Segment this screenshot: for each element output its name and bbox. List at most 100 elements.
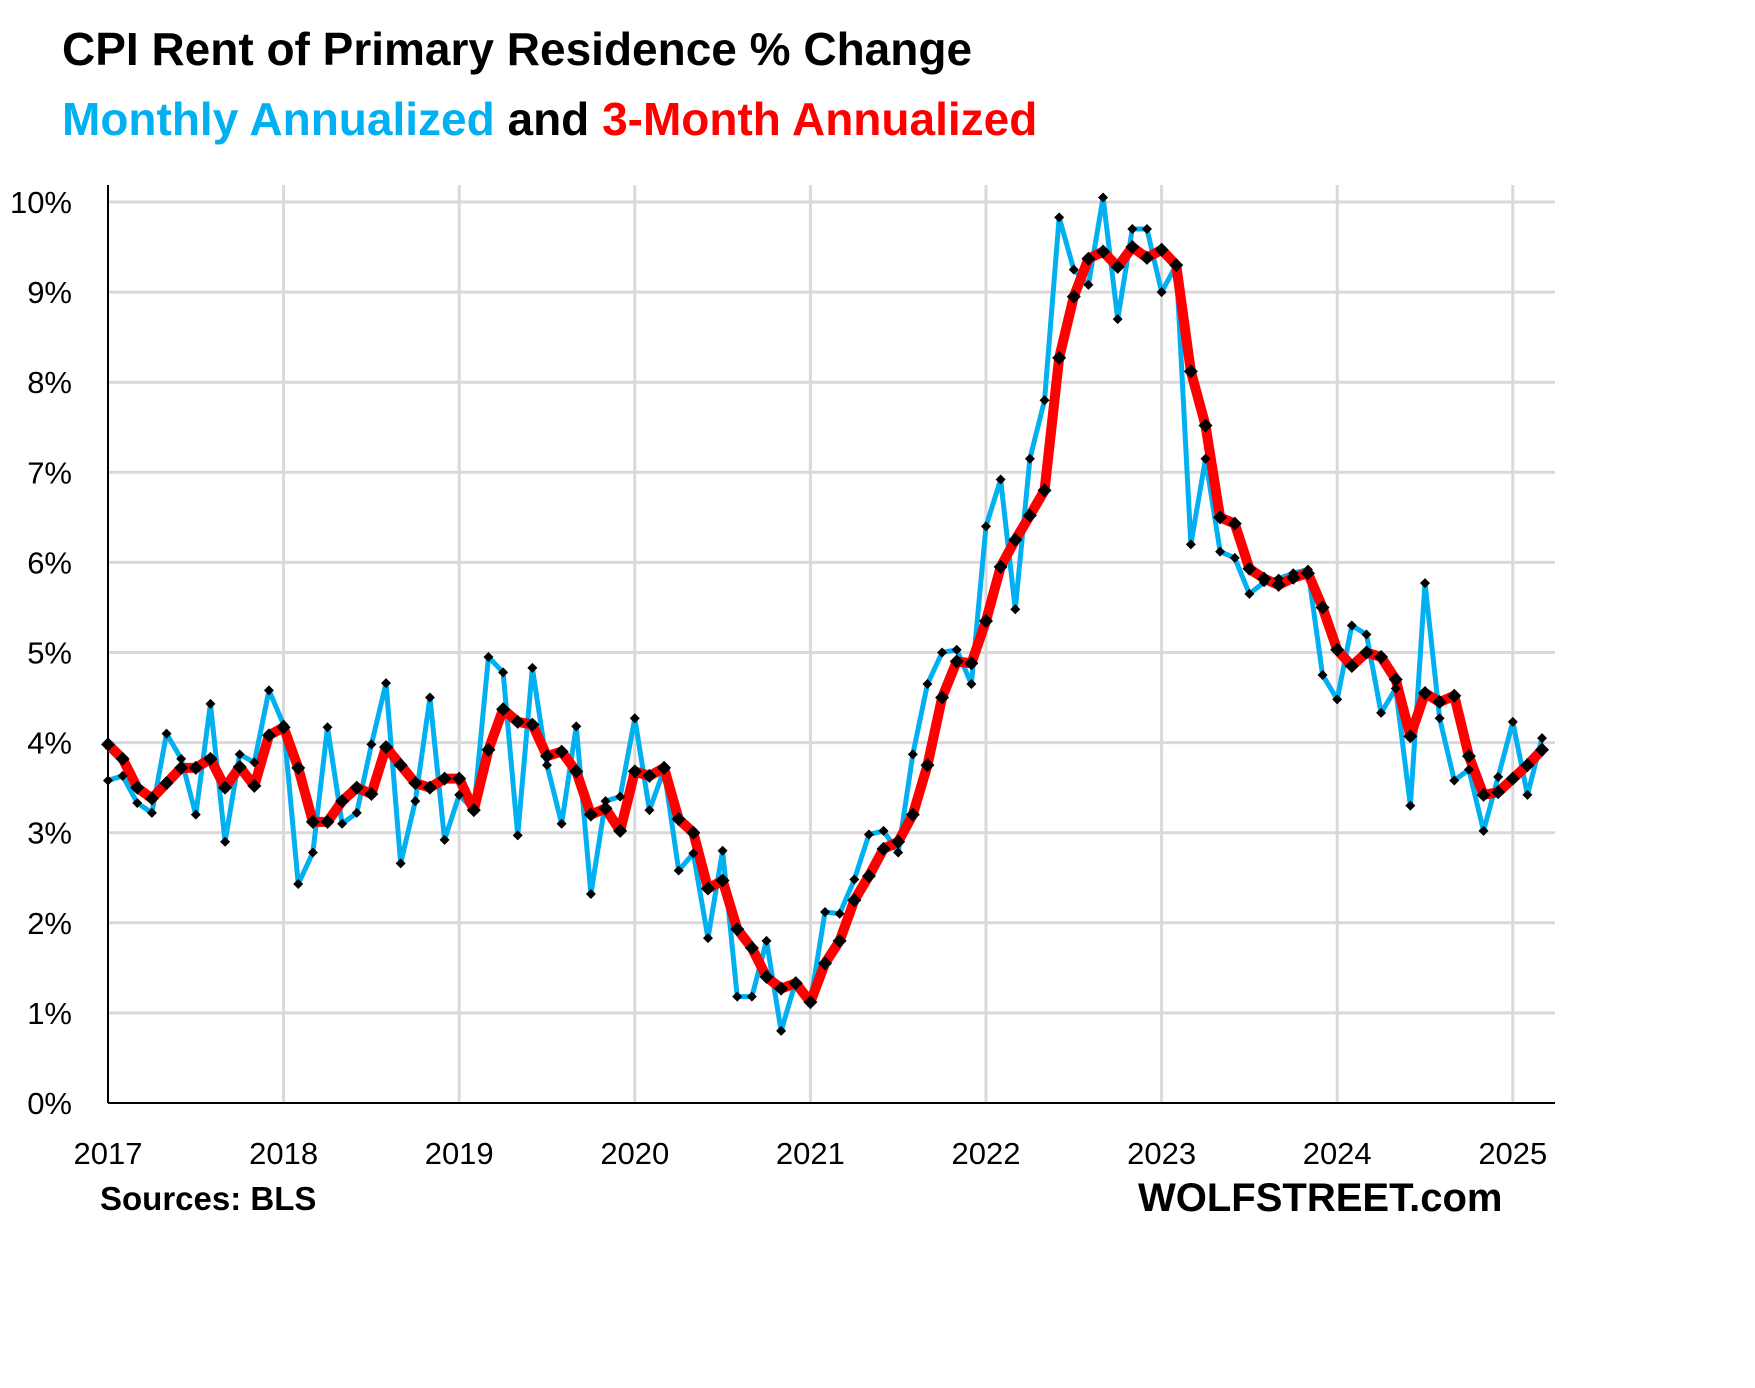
grid — [107, 185, 1555, 1104]
data-point-3month — [1081, 251, 1096, 266]
data-point-3month — [159, 776, 174, 791]
data-point-monthly — [381, 678, 392, 689]
data-point-3month — [174, 760, 189, 775]
data-point-monthly — [132, 797, 143, 808]
data-point-3month — [1242, 561, 1257, 576]
data-point-3month — [686, 825, 701, 840]
y-tick-label: 0% — [27, 1086, 72, 1121]
data-point-monthly — [1390, 683, 1401, 694]
data-point-monthly — [366, 739, 377, 750]
data-point-monthly — [937, 647, 948, 658]
data-point-monthly — [966, 679, 977, 690]
data-point-3month — [144, 791, 159, 806]
data-point-monthly — [615, 791, 626, 802]
data-point-monthly — [893, 847, 904, 858]
data-point-3month — [818, 956, 833, 971]
x-tick-label: 2019 — [425, 1136, 494, 1171]
data-point-monthly — [673, 865, 684, 876]
data-point-monthly — [1522, 789, 1533, 800]
data-point-3month — [847, 893, 862, 908]
data-point-monthly — [556, 818, 567, 829]
data-point-monthly — [1507, 716, 1518, 727]
data-point-3month — [393, 758, 408, 773]
x-tick-label: 2017 — [74, 1136, 143, 1171]
data-point-3month — [891, 834, 906, 849]
data-point-monthly — [249, 757, 260, 768]
data-point-3month — [291, 760, 306, 775]
data-point-3month — [408, 776, 423, 791]
data-point-3month — [715, 873, 730, 888]
y-tick-label: 8% — [27, 365, 72, 400]
data-point-monthly — [1215, 546, 1226, 557]
data-point-monthly — [1332, 694, 1343, 705]
data-point-3month — [437, 771, 452, 786]
data-point-monthly — [951, 644, 962, 655]
data-point-3month — [1183, 364, 1198, 379]
y-tick-label: 2% — [27, 906, 72, 941]
data-point-monthly — [907, 749, 918, 760]
data-point-3month — [1110, 259, 1125, 274]
data-point-monthly — [1537, 733, 1548, 744]
data-point-3month — [1535, 742, 1550, 757]
brand-label: WOLFSTREET.com — [1138, 1176, 1503, 1220]
data-point-3month — [1125, 240, 1140, 255]
x-tick-label: 2024 — [1303, 1136, 1372, 1171]
data-point-monthly — [1463, 764, 1474, 775]
data-point-monthly — [820, 906, 831, 917]
data-point-3month — [540, 749, 554, 764]
data-point-3month — [1271, 577, 1286, 592]
data-point-3month — [261, 728, 276, 743]
data-point-monthly — [410, 796, 421, 807]
data-point-monthly — [1098, 192, 1109, 203]
data-point-3month — [657, 760, 672, 775]
data-point-monthly — [103, 775, 113, 786]
data-point-3month — [920, 758, 935, 773]
data-point-monthly — [220, 836, 231, 847]
data-point-3month — [569, 764, 584, 779]
data-point-3month — [1330, 642, 1345, 657]
data-point-3month — [730, 922, 745, 937]
data-point-monthly — [395, 858, 406, 869]
data-point-3month — [218, 780, 233, 795]
data-point-3month — [1388, 672, 1403, 687]
data-point-3month — [379, 740, 394, 755]
x-tick-label: 2022 — [952, 1136, 1021, 1171]
data-point-monthly — [234, 749, 245, 760]
data-point-3month — [554, 744, 569, 759]
data-point-monthly — [117, 770, 128, 781]
data-point-3month — [1447, 688, 1462, 703]
y-axis-ticks: 0% 1% 2% 3% 4% 5% 6% 7% 8% 9% 10% — [10, 185, 72, 1121]
data-point-monthly — [205, 698, 216, 709]
data-point-monthly — [1200, 453, 1211, 464]
data-point-3month — [744, 941, 759, 956]
data-point-3month — [335, 794, 350, 809]
data-point-3month — [305, 814, 320, 829]
data-point-3month — [964, 656, 979, 671]
data-point-monthly — [439, 834, 450, 845]
subtitle-monthly: Monthly Annualized — [62, 93, 495, 145]
data-point-monthly — [571, 721, 582, 732]
data-point-monthly — [351, 807, 362, 818]
data-point-3month — [130, 780, 145, 795]
data-point-monthly — [761, 935, 772, 946]
data-point-monthly — [1244, 588, 1255, 599]
data-point-3month — [1374, 650, 1389, 665]
data-point-monthly — [1434, 713, 1445, 724]
data-point-monthly — [878, 825, 889, 836]
data-point-3month — [466, 803, 481, 818]
data-point-monthly — [849, 874, 860, 885]
data-point-3month — [203, 751, 218, 766]
data-point-monthly — [1141, 224, 1152, 235]
data-point-monthly — [1156, 287, 1167, 298]
data-point-monthly — [644, 805, 655, 816]
x-tick-label: 2020 — [600, 1136, 669, 1171]
data-point-3month — [1154, 242, 1169, 257]
y-tick-label: 6% — [27, 545, 72, 580]
x-tick-label: 2023 — [1127, 1136, 1196, 1171]
data-point-3month — [832, 933, 847, 948]
data-point-monthly — [337, 818, 348, 829]
x-axis-ticks: 2017 2018 2019 2020 2021 2022 2023 2024 2025 — [74, 1136, 1548, 1171]
data-point-3month — [583, 807, 598, 822]
data-point-3month — [905, 807, 920, 822]
